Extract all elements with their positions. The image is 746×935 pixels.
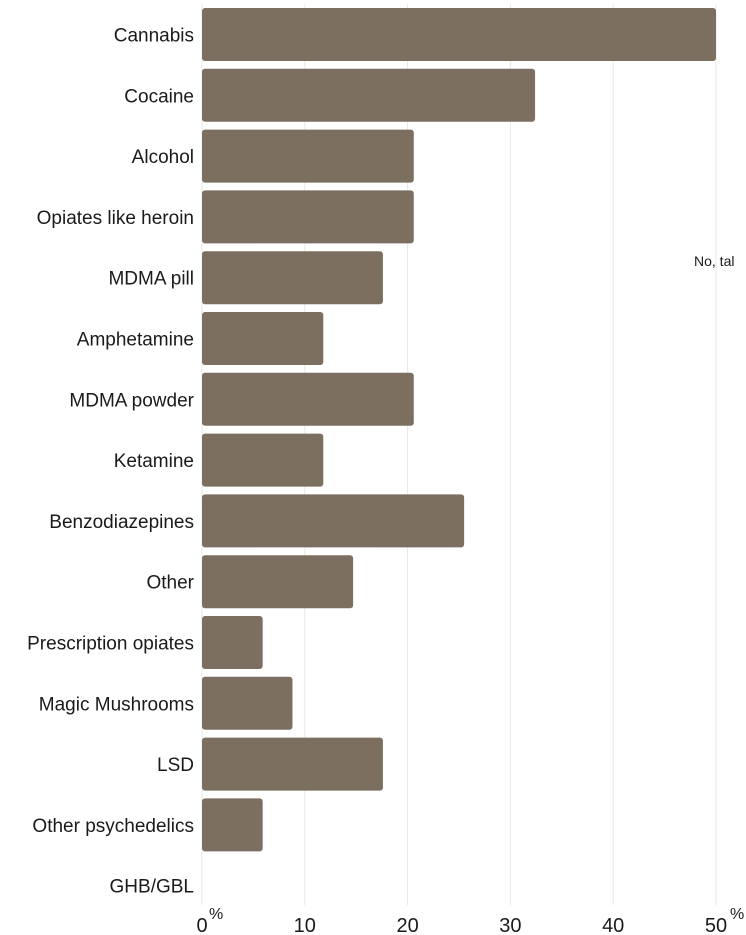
bar	[202, 251, 383, 305]
category-label: LSD	[157, 755, 194, 776]
x-tick-label: 20	[396, 915, 418, 935]
x-tick-label: 30	[499, 915, 521, 935]
unit-label-left: %	[209, 906, 223, 923]
bars	[202, 8, 716, 852]
category-label: Ketamine	[114, 451, 194, 472]
bar	[202, 190, 414, 244]
x-tick-label: 10	[294, 915, 316, 935]
bar	[202, 737, 383, 791]
category-label: Cocaine	[124, 86, 194, 107]
category-label: Magic Mushrooms	[39, 694, 194, 715]
bar	[202, 8, 716, 61]
bar	[202, 494, 465, 548]
category-label: MDMA powder	[69, 390, 194, 411]
bar	[202, 555, 354, 609]
unit-label-right: %	[730, 906, 744, 923]
category-label: Other psychedelics	[32, 816, 194, 837]
x-tick-label: 0	[196, 915, 207, 935]
category-label: Other	[146, 573, 194, 594]
category-label: Prescription opiates	[27, 634, 194, 655]
x-tick-label: 50	[705, 915, 727, 935]
bar	[202, 676, 293, 730]
category-label: GHB/GBL	[110, 877, 194, 898]
bar	[202, 68, 536, 122]
x-tick-label: 40	[602, 915, 624, 935]
side-note-text: No, tal	[694, 253, 734, 269]
bar	[202, 616, 263, 669]
category-label: Benzodiazepines	[49, 512, 194, 533]
x-axis-ticks: 0 10 20 30 40 50	[196, 915, 727, 935]
bar	[202, 798, 263, 852]
category-label: Opiates like heroin	[37, 208, 194, 229]
bar	[202, 312, 324, 365]
category-label: Amphetamine	[77, 330, 194, 351]
bar	[202, 372, 414, 426]
category-label: Cannabis	[114, 26, 194, 47]
category-label: MDMA pill	[108, 269, 194, 290]
category-labels: Cannabis Cocaine Alcohol Opiates like heroi…	[27, 26, 195, 898]
category-label: Alcohol	[132, 147, 194, 168]
bar	[202, 129, 414, 183]
bar	[202, 433, 324, 487]
